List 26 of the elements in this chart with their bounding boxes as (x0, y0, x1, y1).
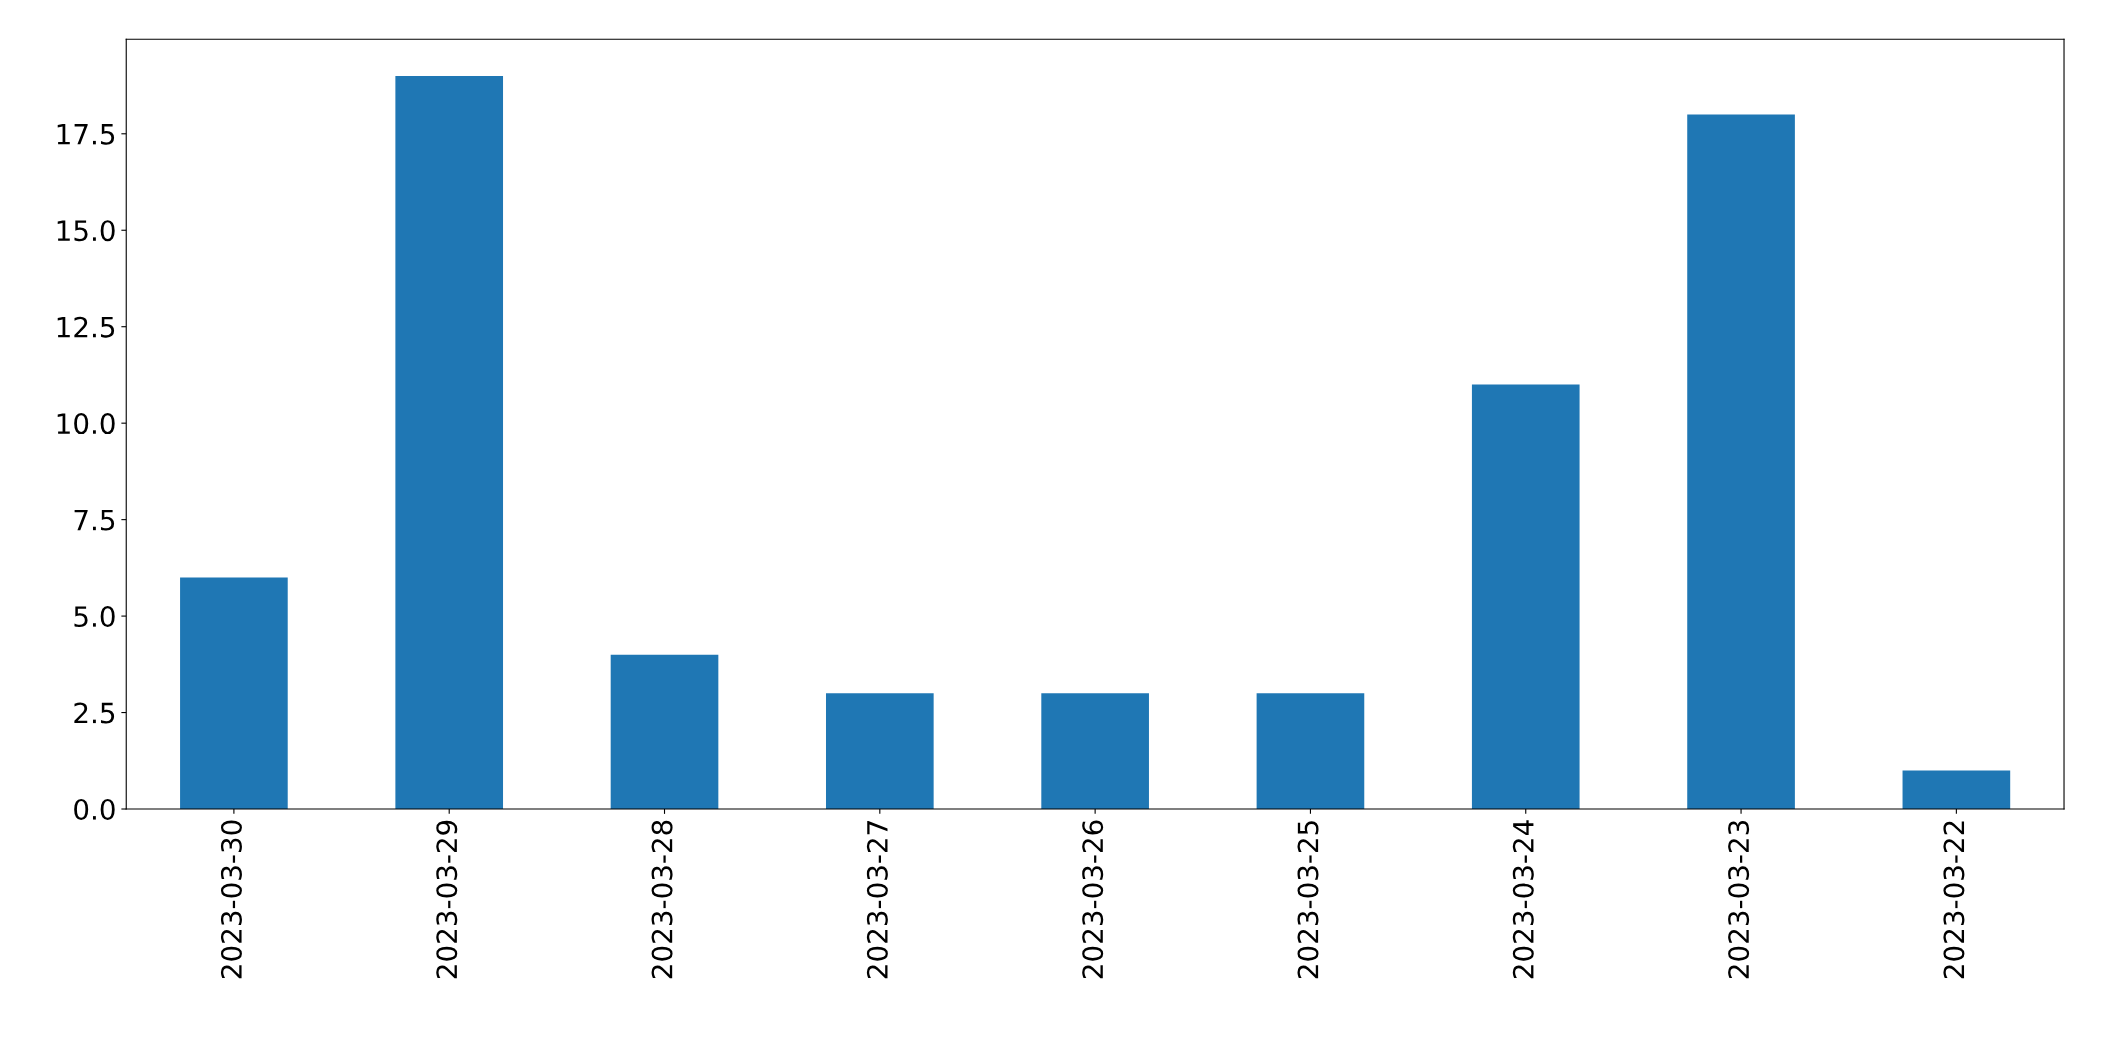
y-tick-label: 0.0 (74, 798, 115, 820)
x-tick-label: 2023-03-26 (1082, 820, 1104, 979)
y-tick-label: 17.5 (57, 124, 115, 145)
x-tick-label: 2023-03-23 (1728, 820, 1750, 979)
y-tick-label: 10.0 (57, 413, 115, 435)
y-tick-label: 15.0 (57, 220, 115, 242)
bar (1902, 770, 2011, 810)
x-tick-label: 2023-03-24 (1512, 820, 1534, 979)
bar (1041, 693, 1149, 810)
bar (610, 654, 719, 810)
bar (1256, 693, 1365, 810)
x-tick-label: 2023-03-30 (220, 820, 242, 979)
x-tick-label: 2023-03-28 (651, 820, 673, 979)
y-tick-label: 2.5 (74, 702, 115, 724)
bar (180, 577, 288, 810)
y-tick-label: 5.0 (74, 606, 115, 628)
x-tick-label: 2023-03-22 (1943, 821, 1965, 979)
bar (826, 693, 934, 810)
bar (395, 75, 504, 810)
x-tick-label: 2023-03-29 (436, 820, 458, 979)
x-tick-label: 2023-03-27 (866, 821, 888, 979)
x-tick-label: 2023-03-25 (1297, 821, 1319, 979)
y-tick-label: 12.5 (57, 316, 115, 338)
y-tick-label: 7.5 (74, 509, 115, 531)
bar (1687, 114, 1795, 810)
bar (1471, 384, 1580, 810)
